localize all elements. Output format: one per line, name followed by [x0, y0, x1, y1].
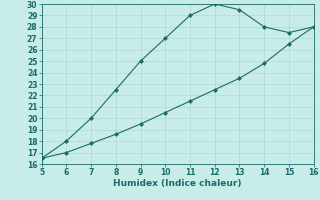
X-axis label: Humidex (Indice chaleur): Humidex (Indice chaleur)	[113, 179, 242, 188]
